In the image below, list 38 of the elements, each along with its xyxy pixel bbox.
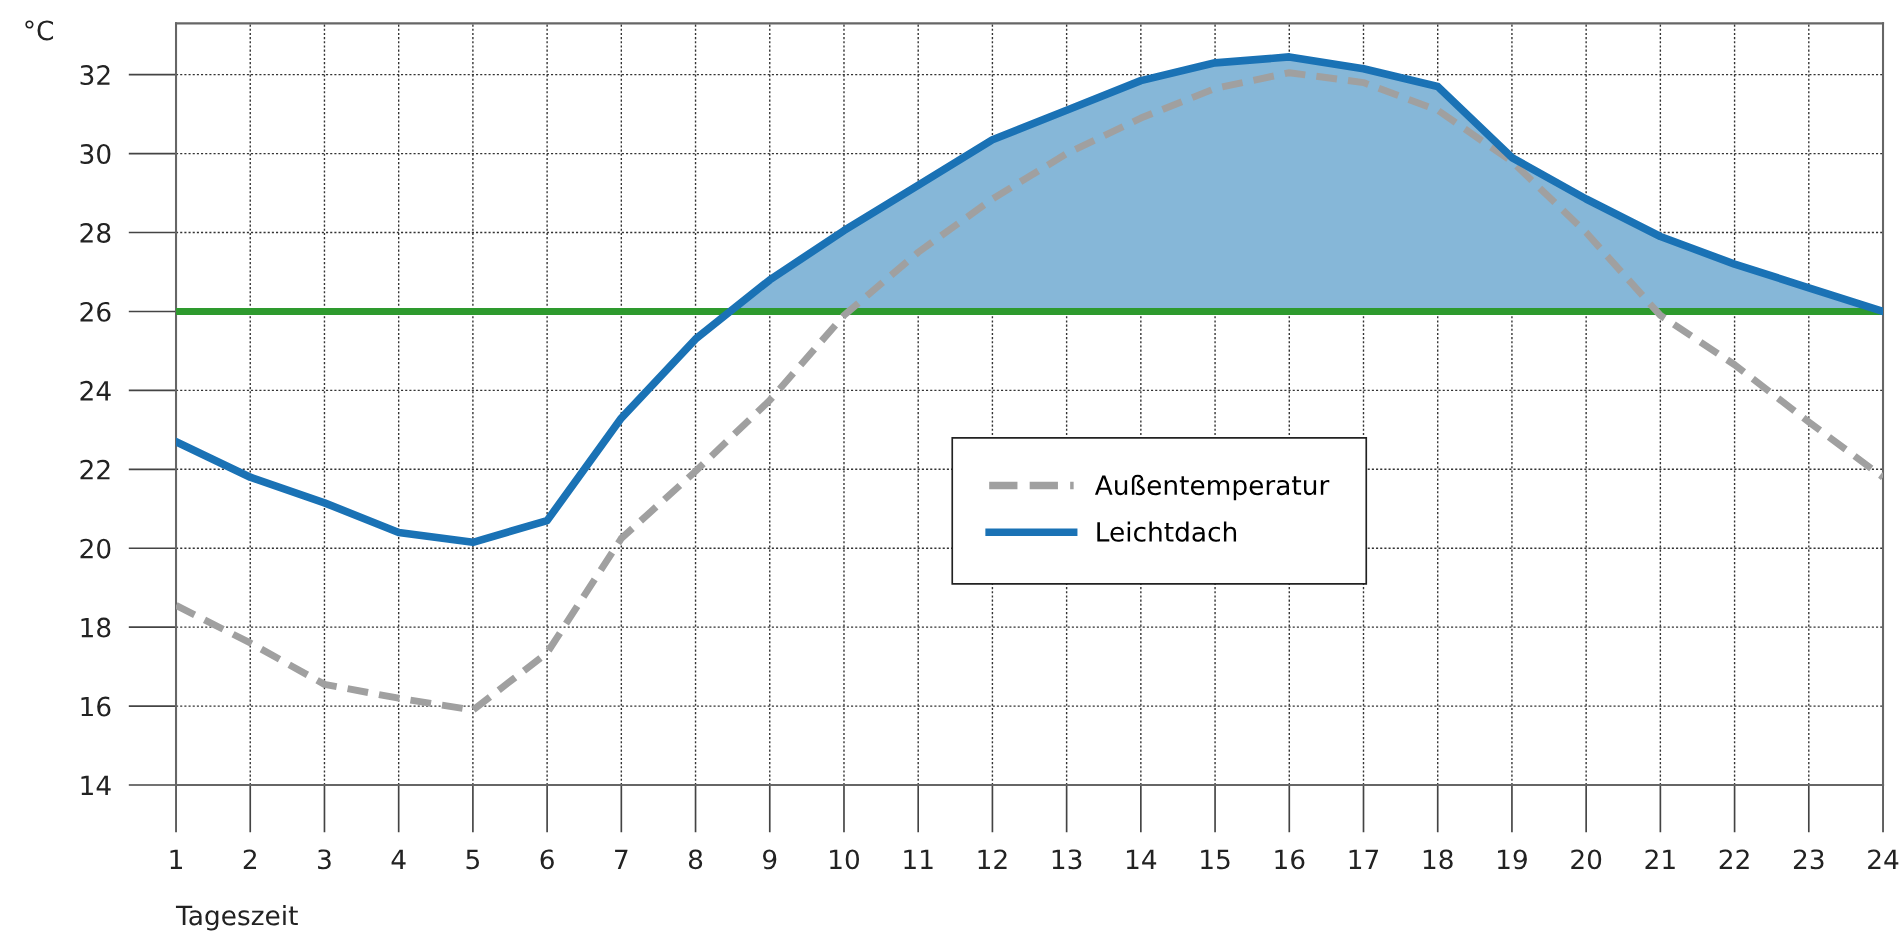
legend-label: Leichtdach bbox=[1097, 521, 1237, 542]
y-tick-label: 18 bbox=[81, 617, 111, 638]
x-tick-label: 2 bbox=[243, 849, 256, 869]
x-tick-label: 11 bbox=[904, 849, 933, 869]
x-tick-label: 23 bbox=[1793, 849, 1824, 870]
x-tick-label: 8 bbox=[688, 849, 703, 870]
x-tick-label: 9 bbox=[763, 849, 777, 870]
y-tick-label: 22 bbox=[80, 459, 110, 480]
x-tick-label: 12 bbox=[978, 849, 1007, 869]
y-tick-label: 20 bbox=[80, 538, 111, 559]
x-tick-label: 3 bbox=[318, 849, 331, 870]
x-tick-label: 20 bbox=[1571, 849, 1602, 870]
y-tick-label: 30 bbox=[80, 144, 111, 165]
x-tick-label: 7 bbox=[615, 849, 628, 869]
x-tick-label: 13 bbox=[1052, 849, 1082, 870]
x-tick-label: 4 bbox=[391, 849, 406, 869]
x-tick-label: 15 bbox=[1201, 849, 1230, 870]
x-tick-label: 19 bbox=[1498, 849, 1527, 870]
y-tick-label: 16 bbox=[81, 696, 111, 717]
x-tick-label: 6 bbox=[540, 849, 554, 870]
y-tick-label: 14 bbox=[81, 775, 111, 796]
y-tick-label: 26 bbox=[80, 301, 111, 322]
x-tick-label: 14 bbox=[1126, 849, 1157, 869]
x-tick-label: 18 bbox=[1423, 849, 1453, 870]
x-axis-title: Tageszeit bbox=[175, 905, 298, 931]
x-tick-label: 17 bbox=[1349, 849, 1379, 869]
x-tick-label: 16 bbox=[1275, 849, 1305, 870]
x-tick-label: 1 bbox=[170, 849, 182, 869]
x-tick-label: 5 bbox=[466, 849, 479, 870]
y-tick-label: 24 bbox=[80, 380, 111, 401]
legend-label: Außentemperatur bbox=[1094, 474, 1330, 501]
y-axis-title: °C bbox=[25, 20, 54, 41]
x-tick-label: 10 bbox=[830, 849, 860, 870]
x-tick-label: 24 bbox=[1868, 849, 1899, 869]
y-tick-label: 32 bbox=[80, 65, 110, 86]
x-tick-label: 22 bbox=[1719, 849, 1749, 869]
x-tick-label: 21 bbox=[1645, 849, 1675, 869]
y-tick-label: 28 bbox=[80, 222, 111, 243]
